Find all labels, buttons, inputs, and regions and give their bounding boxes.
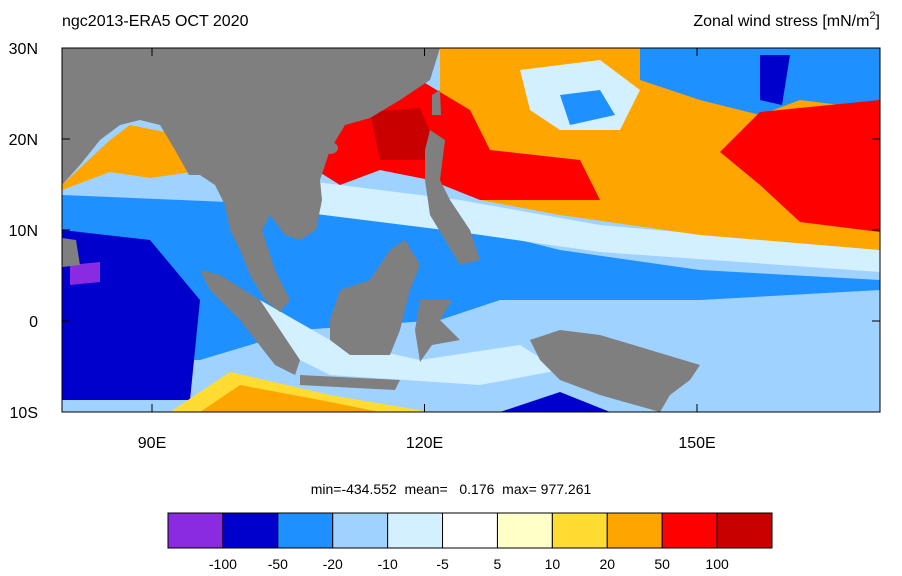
colorbar-box [716, 512, 773, 549]
map-field [62, 48, 880, 412]
lat-label: 30N [9, 41, 38, 58]
field [62, 125, 192, 190]
land [62, 238, 80, 267]
land [62, 48, 440, 312]
colorbar-box [277, 512, 334, 549]
title-sup: 2 [869, 10, 875, 22]
lat-label: 10N [9, 223, 38, 240]
colorbar-box [661, 512, 718, 549]
lat-label: 10S [10, 405, 38, 422]
colorbar-label: 5 [494, 556, 502, 572]
lon-label: 150E [678, 435, 715, 452]
lon-label: 90E [138, 435, 166, 452]
colorbar-label: -100 [209, 556, 237, 572]
land [530, 330, 700, 412]
colorbar-box [496, 512, 553, 549]
title-right: Zonal wind stress [mN/m2] [693, 10, 880, 30]
colorbar-label: -5 [436, 556, 449, 572]
colorbar-label: 10 [545, 556, 561, 572]
land [432, 90, 441, 115]
field [260, 300, 560, 385]
land [200, 270, 300, 375]
stats: min=-434.552 mean= 0.176 max= 977.261 [311, 481, 592, 497]
field [500, 392, 610, 412]
lon-label: 120E [406, 435, 443, 452]
colorbar-box [606, 512, 663, 549]
land [322, 142, 338, 154]
colorbar-box [551, 512, 608, 549]
land [330, 240, 420, 355]
lat-label: 0 [29, 314, 38, 331]
colorbar-label: 50 [654, 556, 670, 572]
field [760, 55, 790, 105]
title-end: ] [876, 13, 880, 30]
colorbar-label: 20 [599, 556, 615, 572]
land [425, 130, 480, 265]
title-left: ngc2013-ERA5 OCT 2020 [62, 13, 249, 30]
colorbar-box [442, 512, 498, 549]
field [720, 100, 880, 232]
lat-label: 20N [9, 132, 38, 149]
colorbar-box [332, 512, 389, 549]
field [200, 385, 380, 412]
colorbar-box [387, 512, 444, 549]
colorbar-box [167, 512, 224, 549]
title-text: Zonal wind stress [mN/m [693, 13, 869, 30]
field [70, 262, 100, 285]
colorbar-label: -50 [268, 556, 288, 572]
field [560, 90, 615, 125]
land [300, 375, 400, 390]
land [415, 300, 460, 362]
colorbar-label: 100 [705, 556, 729, 572]
field [370, 108, 442, 160]
colorbar-box [222, 512, 279, 549]
colorbar-label: -10 [378, 556, 398, 572]
colorbar-label: -20 [323, 556, 343, 572]
